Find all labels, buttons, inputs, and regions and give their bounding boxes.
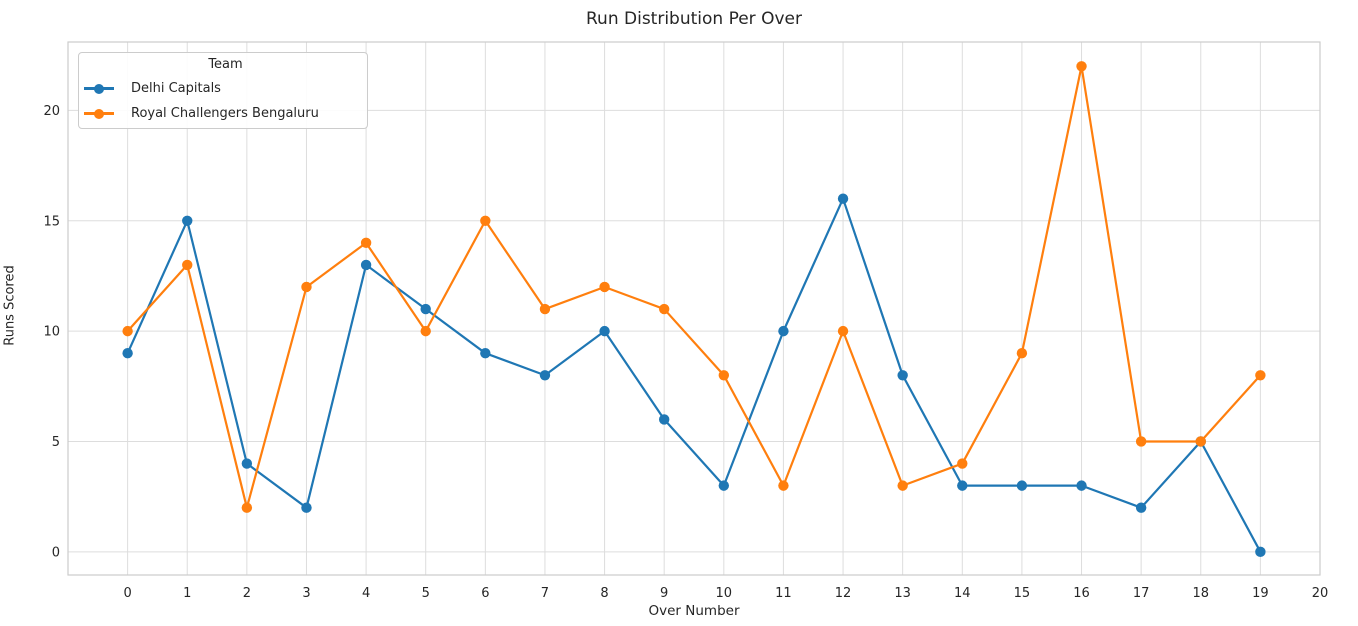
legend-label: Delhi Capitals	[131, 81, 221, 96]
data-point	[182, 215, 193, 226]
x-tick-label: 13	[894, 586, 911, 601]
x-tick-label: 1	[183, 586, 191, 601]
data-point	[1195, 436, 1206, 447]
x-tick-label: 14	[954, 586, 971, 601]
y-tick-label: 0	[52, 545, 60, 560]
data-point	[301, 281, 312, 293]
data-point	[539, 303, 551, 315]
data-point	[241, 458, 253, 469]
data-point	[360, 237, 372, 249]
x-tick-label: 4	[362, 586, 370, 601]
data-point	[658, 303, 670, 315]
x-tick-label: 12	[835, 586, 852, 601]
data-point	[122, 347, 133, 359]
x-tick-label: 3	[302, 586, 310, 601]
x-tick-label: 18	[1192, 586, 1209, 601]
x-tick-label: 15	[1014, 586, 1031, 601]
x-tick-label: 10	[716, 586, 733, 601]
chart-title: Run Distribution Per Over	[586, 9, 802, 29]
axes-border	[67, 41, 1321, 576]
data-point	[778, 325, 789, 337]
data-point	[1016, 480, 1028, 491]
data-point	[420, 303, 431, 315]
x-tick-label: 16	[1073, 586, 1090, 601]
data-point	[122, 325, 133, 337]
data-point	[241, 502, 253, 513]
data-point	[301, 502, 312, 513]
y-tick-label: 15	[43, 214, 60, 229]
legend-title: Team	[208, 57, 243, 72]
data-point	[1076, 480, 1087, 491]
y-tick-label: 20	[43, 104, 60, 119]
data-point	[778, 480, 789, 491]
x-tick-label: 11	[775, 586, 792, 601]
x-tick-label: 5	[422, 586, 430, 601]
data-point	[480, 347, 491, 359]
data-point	[182, 259, 193, 271]
legend-item: Royal Challengers Bengaluru	[84, 101, 367, 126]
series-line	[126, 197, 1262, 553]
data-point	[1135, 502, 1147, 513]
x-tick-label: 8	[600, 586, 608, 601]
data-point	[539, 370, 551, 381]
series-line	[126, 65, 1262, 509]
data-point	[1135, 436, 1147, 447]
data-point	[599, 325, 610, 337]
legend-item: Delhi Capitals	[84, 76, 367, 101]
data-point	[480, 215, 491, 226]
data-point	[837, 193, 849, 204]
data-point	[718, 370, 730, 381]
data-point	[897, 370, 908, 381]
line-marker-sample-icon	[84, 108, 114, 120]
data-point	[1255, 370, 1266, 381]
legend: Team Delhi Capitals Royal Challengers Be…	[78, 52, 368, 129]
x-tick-label: 9	[660, 586, 668, 601]
x-tick-label: 20	[1312, 586, 1329, 601]
data-point	[897, 480, 908, 491]
data-point	[1255, 546, 1266, 558]
data-point	[1016, 347, 1028, 359]
legend-label: Royal Challengers Bengaluru	[131, 106, 319, 121]
data-point	[658, 414, 670, 425]
data-point	[360, 259, 372, 271]
x-tick-label: 17	[1133, 586, 1150, 601]
y-tick-label: 5	[52, 435, 60, 450]
data-point	[957, 458, 968, 469]
line-marker-sample-icon	[84, 83, 114, 95]
data-point	[420, 325, 431, 337]
data-point	[599, 281, 610, 293]
data-point	[957, 480, 968, 491]
data-point	[837, 325, 849, 337]
x-axis-label: Over Number	[648, 603, 740, 619]
data-point	[718, 480, 730, 491]
x-tick-label: 2	[243, 586, 251, 601]
x-tick-label: 7	[541, 586, 549, 601]
x-tick-label: 0	[123, 586, 131, 601]
x-tick-label: 6	[481, 586, 489, 601]
y-tick-label: 10	[43, 325, 60, 340]
x-tick-label: 19	[1252, 586, 1269, 601]
data-point	[1076, 61, 1087, 72]
